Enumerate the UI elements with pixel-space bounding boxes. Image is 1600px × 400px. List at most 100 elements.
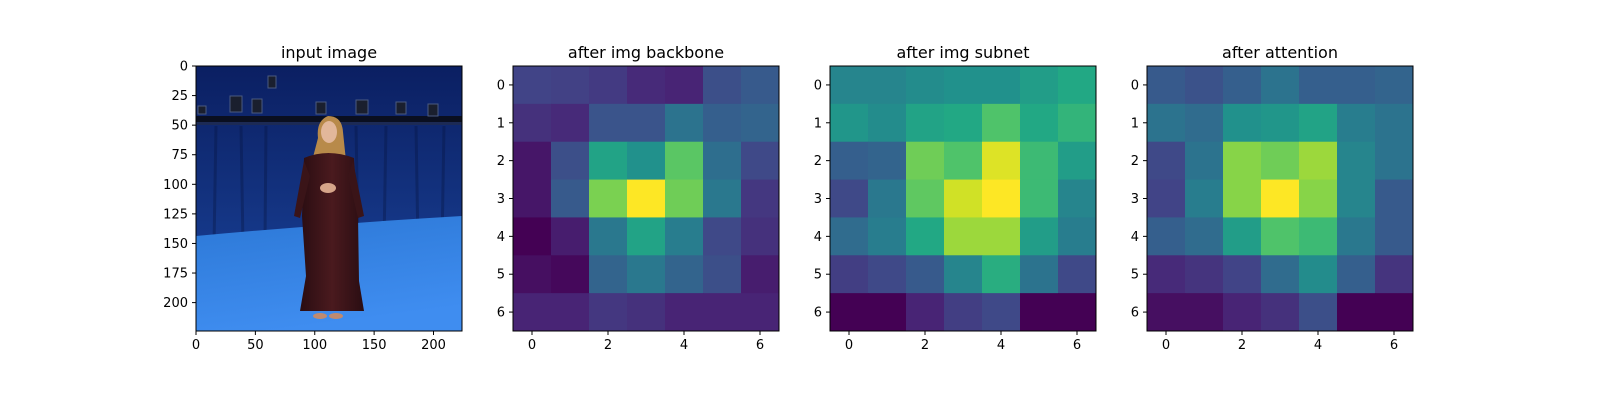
heatmap-cell <box>1020 255 1059 294</box>
heatmap-cell <box>665 217 704 256</box>
heatmap-cell <box>944 217 983 256</box>
y-axis: 0 1 2 3 4 5 6 <box>814 78 830 321</box>
heatmap-cell <box>1261 141 1300 181</box>
heatmap-cell <box>868 179 907 218</box>
axes-frame <box>195 65 463 332</box>
panel-title: after img subnet <box>896 43 1029 62</box>
heatmap-cell <box>906 141 945 181</box>
heatmap-cell <box>1185 141 1224 181</box>
heatmap-cell <box>1058 141 1097 181</box>
heatmap-cell <box>906 179 945 218</box>
panel-after-attention: after attention 0 2 4 6 0 1 2 3 4 5 6 <box>1131 43 1414 353</box>
heatmap-cell <box>1299 293 1338 332</box>
heatmap-cell <box>1299 103 1338 143</box>
x-tick-label: 100 <box>302 338 327 353</box>
heatmap-cell <box>741 103 780 143</box>
heatmap-cell <box>1020 103 1059 143</box>
heatmap-cell <box>551 179 590 218</box>
y-tick-label: 150 <box>163 237 188 252</box>
heatmap-cell <box>627 217 666 256</box>
heatmap-cell <box>627 255 666 294</box>
x-tick-label: 4 <box>997 338 1005 353</box>
heatmap-cell <box>665 293 704 332</box>
y-axis: 0 1 2 3 4 5 6 <box>497 78 513 321</box>
x-tick-label: 2 <box>604 338 612 353</box>
heatmap-cell <box>1375 103 1414 143</box>
x-axis: 0 2 4 6 <box>1162 331 1398 353</box>
heatmap-cell <box>627 293 666 332</box>
y-tick-label: 4 <box>1131 230 1139 245</box>
y-tick-label: 75 <box>171 148 188 163</box>
heatmap-cell <box>741 293 780 332</box>
heatmap-cell <box>741 179 780 218</box>
x-tick-label: 6 <box>1073 338 1081 353</box>
heatmap-cell <box>741 141 780 181</box>
heatmap-cell <box>868 141 907 181</box>
x-tick-label: 6 <box>756 338 764 353</box>
heatmap-cell <box>1020 293 1059 332</box>
heatmap-cell <box>1020 179 1059 218</box>
heatmap-cell <box>665 179 704 218</box>
x-axis: 0 2 4 6 <box>528 331 764 353</box>
heatmap-cell <box>1223 103 1262 143</box>
y-tick-label: 2 <box>497 154 505 169</box>
y-tick-label: 5 <box>497 268 505 283</box>
heatmap-cell <box>703 293 742 332</box>
heatmap-cell <box>1261 293 1300 332</box>
y-tick-label: 1 <box>1131 116 1139 131</box>
heatmap-cell <box>830 103 869 143</box>
heatmap-cell <box>982 255 1021 294</box>
heatmap-cell <box>513 141 552 181</box>
y-tick-label: 0 <box>814 78 822 93</box>
x-tick-label: 0 <box>1162 338 1170 353</box>
y-tick-label: 6 <box>814 306 822 321</box>
heatmap-cell <box>1147 293 1186 332</box>
heatmap-cell <box>551 66 590 105</box>
heatmap-cell <box>627 141 666 181</box>
heatmap-cell <box>703 103 742 143</box>
heatmap-cell <box>741 217 780 256</box>
heatmap-cell <box>513 66 552 105</box>
heatmap-cell <box>1261 217 1300 256</box>
heatmap-cells <box>513 66 780 332</box>
heatmap-cell <box>551 103 590 143</box>
heatmap-cell <box>1337 179 1376 218</box>
heatmap-cell <box>830 66 869 105</box>
y-axis: 0 25 50 75 100 125 150 175 200 <box>163 60 196 311</box>
y-tick-label: 4 <box>497 230 505 245</box>
y-tick-label: 2 <box>1131 154 1139 169</box>
heatmap-cell <box>1223 255 1262 294</box>
heatmap-cell <box>1185 179 1224 218</box>
y-tick-label: 0 <box>180 60 188 75</box>
heatmap-cell <box>589 141 628 181</box>
heatmap-cell <box>1147 141 1186 181</box>
heatmap-cell <box>627 103 666 143</box>
heatmap-cell <box>830 217 869 256</box>
heatmap-cell <box>551 255 590 294</box>
heatmap-cell <box>1058 217 1097 256</box>
heatmap-cell <box>868 217 907 256</box>
heatmap-cell <box>1375 66 1414 105</box>
heatmap-cell <box>1337 217 1376 256</box>
y-tick-label: 125 <box>163 207 188 222</box>
y-tick-label: 100 <box>163 178 188 193</box>
panel-title: after attention <box>1222 43 1338 62</box>
heatmap-cell <box>1375 179 1414 218</box>
heatmap-cell <box>665 66 704 105</box>
x-tick-label: 2 <box>1238 338 1246 353</box>
y-tick-label: 2 <box>814 154 822 169</box>
heatmap-cell <box>741 255 780 294</box>
heatmap-cell <box>1147 217 1186 256</box>
heatmap-cell <box>1058 66 1097 105</box>
heatmap-cell <box>944 255 983 294</box>
y-tick-label: 1 <box>814 116 822 131</box>
heatmap-cell <box>906 66 945 105</box>
x-tick-label: 0 <box>845 338 853 353</box>
y-tick-label: 6 <box>497 306 505 321</box>
heatmap-cell <box>1261 255 1300 294</box>
heatmap-cell <box>944 66 983 105</box>
x-tick-label: 0 <box>192 338 200 353</box>
heatmap-cell <box>1375 217 1414 256</box>
heatmap-cell <box>703 141 742 181</box>
